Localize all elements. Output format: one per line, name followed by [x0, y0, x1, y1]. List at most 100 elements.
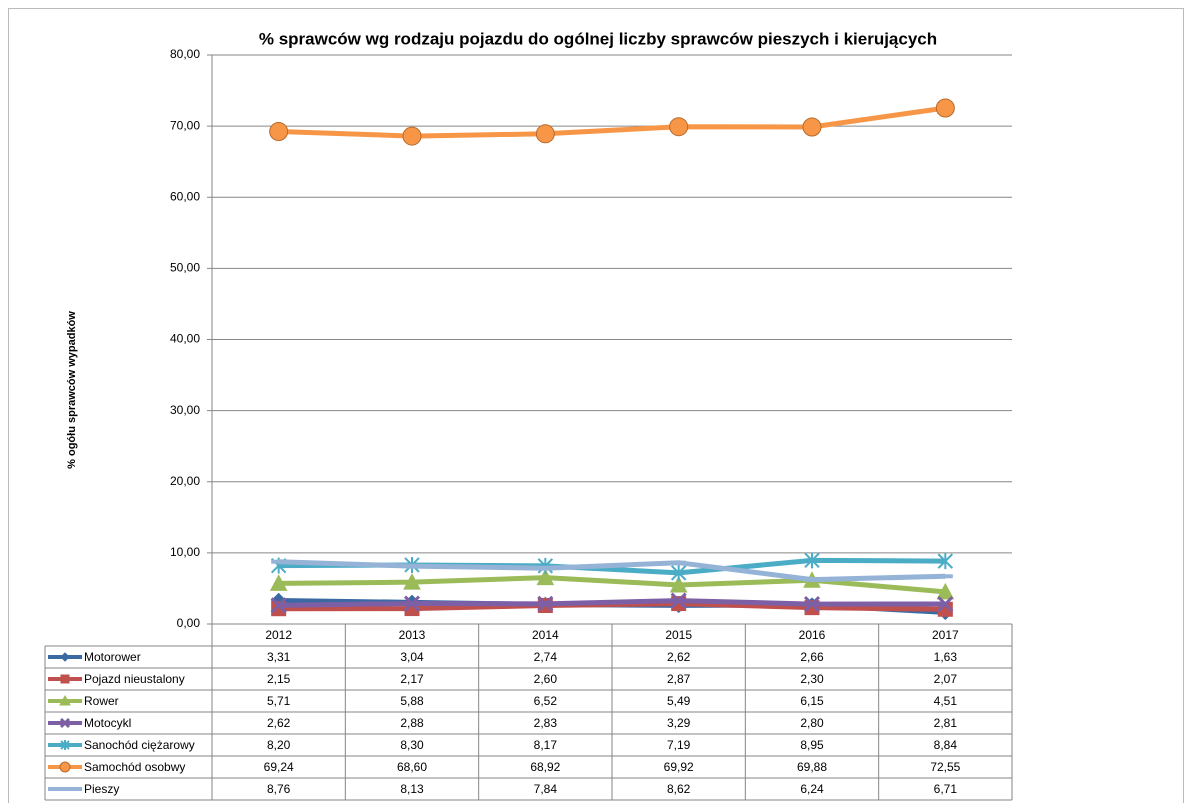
marker [60, 787, 70, 791]
table-value: 8,13 [400, 782, 424, 796]
marker [669, 117, 689, 137]
table-value: 1,63 [934, 650, 958, 664]
marker [670, 564, 687, 581]
marker [535, 124, 555, 144]
table-value: 2,81 [934, 716, 958, 730]
marker [269, 122, 289, 142]
table-value: 2,62 [667, 650, 691, 664]
table-value: 2,30 [800, 672, 824, 686]
legend-label: Motocykl [84, 716, 131, 730]
table-value: 69,92 [664, 760, 694, 774]
marker [935, 98, 955, 118]
legend-label: Pojazd nieustalony [84, 672, 185, 686]
marker [669, 575, 688, 593]
x-tick-label: 2015 [665, 628, 692, 642]
marker [59, 717, 71, 729]
marker [271, 559, 287, 564]
marker [404, 564, 420, 569]
table-value: 6,24 [800, 782, 824, 796]
table-value: 6,52 [534, 694, 558, 708]
table-value: 5,49 [667, 694, 691, 708]
y-tick-label: 10,00 [170, 545, 200, 559]
marker [60, 740, 70, 750]
table-value: 8,84 [934, 738, 958, 752]
y-tick-label: 40,00 [170, 332, 200, 346]
table-value: 6,71 [934, 782, 958, 796]
legend-label: Samochód osobwy [84, 760, 185, 774]
x-tick-label: 2012 [265, 628, 292, 642]
marker [803, 596, 821, 613]
table-value: 2,62 [267, 716, 291, 730]
table-value: 5,88 [400, 694, 424, 708]
table-value: 2,74 [534, 650, 558, 664]
table-value: 2,17 [400, 672, 424, 686]
table-value: 2,88 [400, 716, 424, 730]
legend-label: Motorower [84, 650, 141, 664]
marker [937, 553, 954, 570]
table-value: 68,60 [397, 760, 427, 774]
x-tick-label: 2014 [532, 628, 559, 642]
table-value: 6,15 [800, 694, 824, 708]
marker [59, 761, 71, 773]
table-value: 69,88 [797, 760, 827, 774]
marker [804, 552, 820, 569]
y-tick-label: 50,00 [170, 261, 200, 275]
marker [537, 595, 554, 612]
marker [537, 566, 553, 571]
table-value: 2,15 [267, 672, 291, 686]
table-value: 8,30 [400, 738, 424, 752]
y-tick-label: 20,00 [170, 474, 200, 488]
table-value: 72,55 [930, 760, 960, 774]
y-axis-label: % ogółu sprawców wypadków [66, 311, 78, 469]
table-value: 2,07 [934, 672, 958, 686]
table-value: 8,95 [800, 738, 824, 752]
table-value: 7,84 [534, 782, 558, 796]
y-tick-label: 70,00 [170, 118, 200, 132]
marker [403, 573, 421, 590]
marker [937, 595, 954, 613]
table-value: 2,87 [667, 672, 691, 686]
table-value: 8,17 [534, 738, 558, 752]
table-value: 2,66 [800, 650, 824, 664]
series-line [278, 105, 946, 139]
table-value: 8,76 [267, 782, 291, 796]
table-value: 69,24 [264, 760, 294, 774]
marker [536, 568, 555, 586]
chart-border [8, 8, 1184, 803]
table-value: 8,62 [667, 782, 691, 796]
x-tick-label: 2016 [799, 628, 826, 642]
table-value: 8,20 [267, 738, 291, 752]
legend-label: Sanochód ciężarowy [84, 738, 195, 752]
legend-label: Rower [84, 694, 119, 708]
marker [402, 126, 422, 146]
y-tick-label: 0,00 [177, 616, 201, 630]
table-value: 2,83 [534, 716, 558, 730]
y-tick-label: 80,00 [170, 47, 200, 61]
marker [269, 574, 288, 591]
marker [403, 595, 421, 612]
marker [60, 674, 70, 684]
y-tick-label: 30,00 [170, 403, 200, 417]
marker [270, 597, 287, 614]
marker [671, 560, 687, 565]
x-tick-label: 2013 [399, 628, 426, 642]
marker [937, 574, 953, 579]
y-tick-label: 60,00 [170, 189, 200, 203]
x-tick-label: 2017 [932, 628, 959, 642]
series-line [278, 598, 946, 608]
table-value: 4,51 [934, 694, 958, 708]
table-value: 68,92 [530, 760, 560, 774]
table-value: 7,19 [667, 738, 691, 752]
marker [670, 592, 687, 609]
marker [804, 577, 820, 582]
marker [60, 652, 70, 662]
table-value: 3,04 [400, 650, 424, 664]
marker [59, 694, 71, 706]
chart-title: % sprawców wg rodzaju pojazdu do ogólnej… [259, 29, 937, 48]
series-line [278, 575, 946, 595]
table-value: 3,31 [267, 650, 291, 664]
table-value: 2,60 [534, 672, 558, 686]
legend-label: Pieszy [84, 782, 119, 796]
series-line [278, 559, 946, 583]
table-value: 5,71 [267, 694, 291, 708]
